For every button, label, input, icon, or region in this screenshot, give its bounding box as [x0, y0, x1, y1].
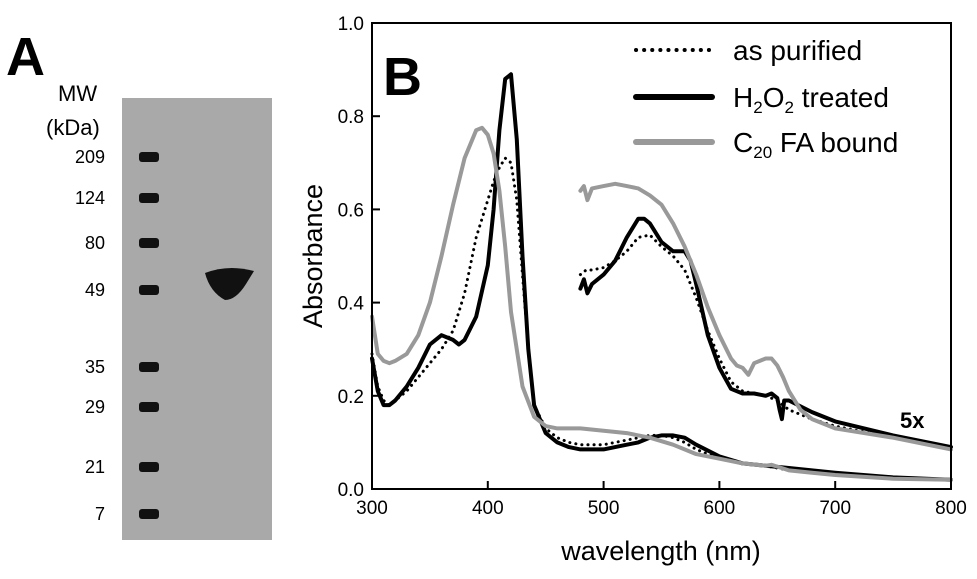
y-axis: 0.0 0.2 0.4 0.6 0.8 1.0: [338, 14, 380, 501]
x-axis-title: wavelength (nm): [560, 536, 761, 566]
marker-label-209: 209: [75, 147, 105, 167]
x-axis: 300 400 500 600 700 800: [356, 481, 967, 519]
y-tick-label-0.6: 0.6: [338, 200, 364, 221]
marker-label-49: 49: [85, 280, 105, 300]
x-tick-label-800: 800: [935, 498, 967, 519]
marker-label-124: 124: [75, 188, 105, 208]
series-line-5: [578, 216, 953, 450]
marker-band-35: [139, 362, 159, 372]
legend-label-3: C20 FA bound: [733, 127, 898, 162]
mw-title-line1: MW: [58, 81, 97, 106]
series-line-6: [578, 181, 953, 452]
x-tick-label-700: 700: [819, 498, 851, 519]
legend: as purified H2O2 treated C20 FA bound: [633, 35, 898, 162]
marker-band-80: [139, 238, 159, 248]
y-tick-label-0.0: 0.0: [338, 480, 364, 501]
x-tick-label-500: 500: [588, 498, 620, 519]
y-tick-label-0.4: 0.4: [338, 294, 365, 315]
gel-image: [122, 98, 272, 540]
scale-annotation: 5x: [900, 408, 925, 433]
marker-label-21: 21: [85, 457, 105, 477]
panel-a-letter: A: [6, 27, 45, 87]
panel-b: 300 400 500 600 700 800 0.00.20.40.60.81.0 B …: [298, 14, 967, 566]
marker-label-35: 35: [85, 357, 105, 377]
panel-b-letter: B: [383, 47, 422, 107]
plot-curves: [370, 72, 953, 482]
marker-band-21: [139, 462, 159, 472]
x-tick-label-400: 400: [472, 498, 504, 519]
series-line-4: [578, 233, 953, 449]
marker-band-49: [139, 285, 159, 295]
legend-label-1: as purified: [733, 35, 862, 66]
series-line-1: [370, 156, 953, 482]
y-tick-label-0.2: 0.2: [338, 387, 364, 408]
y-axis-title: Absorbance: [298, 184, 328, 328]
mw-title-line2: (kDa): [46, 115, 100, 140]
x-tick-label-600: 600: [704, 498, 736, 519]
gel-lanes: [139, 152, 254, 519]
legend-label-2: H2O2 treated: [733, 82, 889, 117]
plot-frame: [371, 22, 952, 490]
series-line-3: [370, 125, 953, 482]
marker-label-29: 29: [85, 397, 105, 417]
y-tick-label-1.0: 1.0: [338, 14, 364, 35]
marker-label-7: 7: [95, 504, 105, 524]
panel-a: A MW (kDa) 209 124 80 49 35 29 21 7: [6, 27, 272, 540]
x-tick-label-300: 300: [356, 498, 388, 519]
marker-band-7: [139, 509, 159, 519]
sample-band: [205, 267, 254, 300]
y-tick-label-0.8: 0.8: [338, 107, 364, 128]
marker-band-29: [139, 402, 159, 412]
marker-label-80: 80: [85, 233, 105, 253]
mw-marker-labels: 209 124 80 49 35 29 21 7: [75, 147, 105, 524]
marker-band-124: [139, 193, 159, 203]
marker-band-209: [139, 152, 159, 162]
